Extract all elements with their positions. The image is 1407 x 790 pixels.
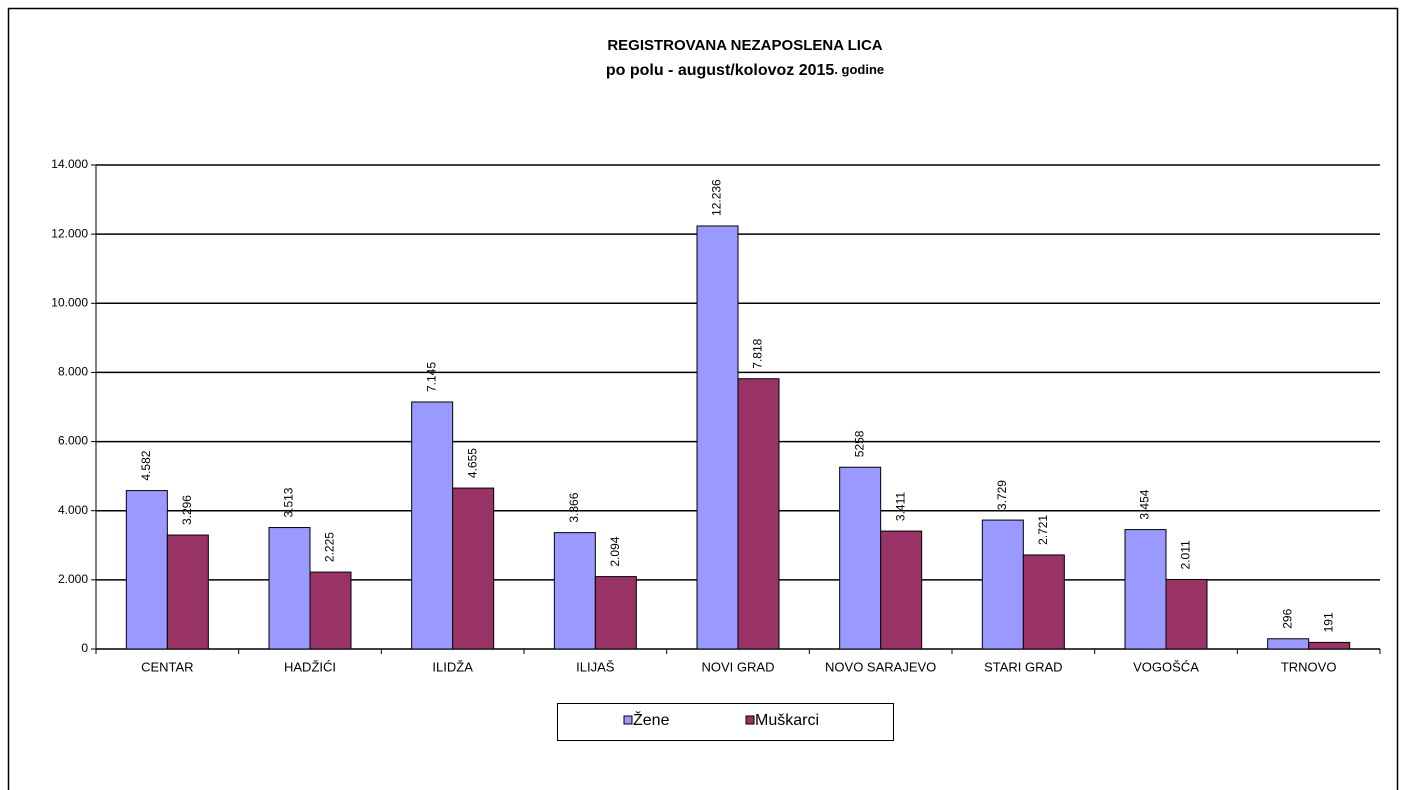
legend-box (557, 703, 894, 741)
value-label: 7.818 (751, 338, 765, 368)
y-tick-label: 12.000 (51, 226, 88, 240)
y-tick-label: 4.000 (58, 503, 88, 517)
value-label: 3.454 (1138, 489, 1152, 519)
value-label: 2.721 (1036, 515, 1050, 545)
bar (737, 378, 780, 650)
value-label: 2.225 (323, 532, 337, 562)
x-tick-label: NOVI GRAD (702, 659, 775, 674)
y-tick-label: 0 (81, 641, 88, 655)
chart-subtitle: po polu - august/kolovoz 2015. godine (606, 62, 884, 79)
legend-swatch (745, 715, 755, 725)
bar (309, 571, 352, 650)
x-tick-label: HADŽIĆI (284, 659, 336, 674)
value-label: 3.513 (282, 487, 296, 517)
bar (125, 490, 168, 650)
bar (696, 225, 739, 650)
value-label: 5258 (852, 430, 866, 457)
value-label: 3.729 (995, 480, 1009, 510)
bar (452, 487, 495, 650)
value-label: 191 (1321, 612, 1335, 632)
bar (553, 532, 596, 650)
bar (166, 534, 209, 650)
legend-swatch (623, 715, 633, 725)
value-label: 4.582 (139, 450, 153, 480)
bar (839, 466, 882, 650)
value-label: 3.411 (893, 492, 907, 521)
y-tick-label: 8.000 (58, 365, 88, 379)
value-label: 4.655 (465, 448, 479, 478)
subtitle-part: po polu - august/kolovoz 2015 (606, 62, 835, 79)
value-label: 2.011 (1179, 540, 1193, 569)
legend-label: Muškarci (755, 712, 819, 729)
bar (1022, 554, 1065, 650)
x-tick-label: VOGOŠĆA (1133, 659, 1199, 674)
chart-title: REGISTROVANA NEZAPOSLENA LICA (607, 37, 882, 54)
y-tick-label: 14.000 (51, 157, 88, 171)
bar (981, 519, 1024, 650)
bar (1165, 578, 1208, 650)
value-label: 296 (1280, 608, 1294, 628)
value-label: 7.145 (424, 362, 438, 392)
x-tick-label: ILIDŽA (432, 659, 473, 674)
bar (594, 576, 637, 650)
y-tick-label: 10.000 (51, 295, 88, 309)
x-tick-label: NOVO SARAJEVO (825, 659, 936, 674)
subtitle-part: . godine (834, 62, 884, 77)
bar (1124, 529, 1167, 650)
bar (1267, 638, 1310, 650)
bar (880, 530, 923, 650)
value-label: 3.366 (567, 492, 581, 522)
bar (411, 401, 454, 650)
value-label: 2.094 (608, 536, 622, 566)
y-tick-label: 6.000 (58, 434, 88, 448)
value-label: 3.296 (180, 495, 194, 525)
x-tick-label: CENTAR (141, 659, 193, 674)
bar (268, 527, 311, 650)
value-label: 12.236 (710, 179, 724, 216)
y-tick-label: 2.000 (58, 572, 88, 586)
x-tick-label: TRNOVO (1281, 659, 1337, 674)
x-tick-label: STARI GRAD (984, 659, 1063, 674)
legend-label: Žene (633, 710, 670, 729)
x-tick-label: ILIJAŠ (576, 659, 615, 674)
bar (1308, 641, 1351, 650)
